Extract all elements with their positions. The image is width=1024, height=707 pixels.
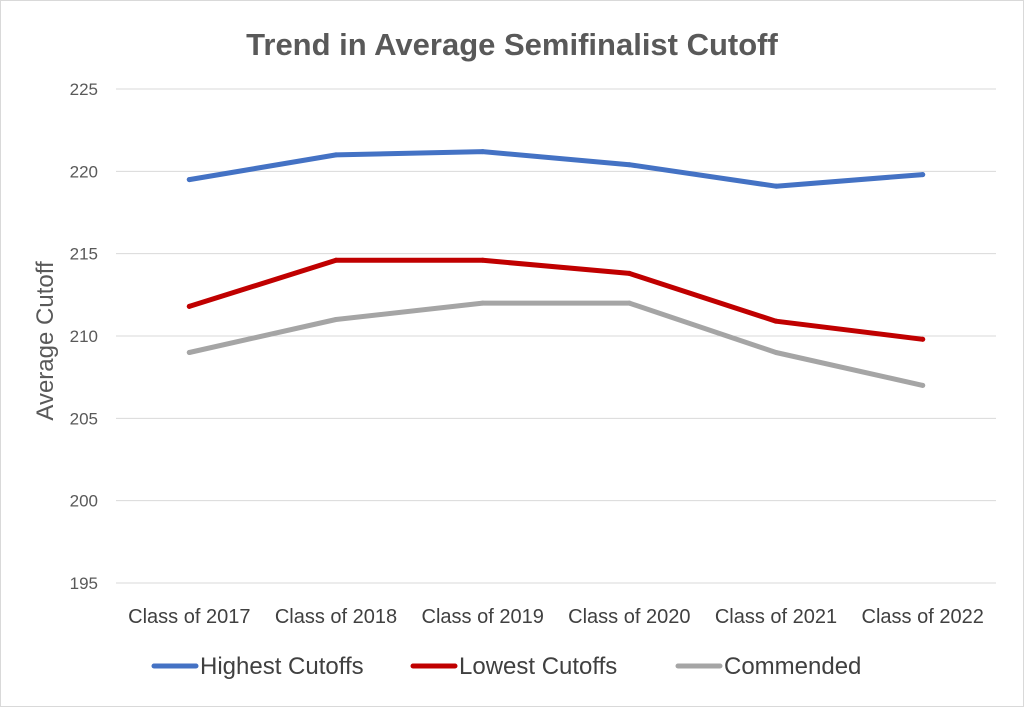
y-axis-ticks: 195 200 205 210 215 220 225 xyxy=(70,80,98,593)
legend-label: Commended xyxy=(724,653,861,680)
legend-item: Lowest Cutoffs xyxy=(410,653,617,680)
legend-item: Highest Cutoffs xyxy=(151,653,364,680)
y-axis-label: Average Cutoff xyxy=(32,261,59,421)
data-point xyxy=(186,303,192,309)
data-point xyxy=(920,336,926,342)
series-line-highest-cutoffs xyxy=(186,149,926,189)
data-point xyxy=(186,349,192,355)
y-tick-label: 205 xyxy=(70,409,98,428)
data-point xyxy=(920,382,926,388)
data-point xyxy=(333,257,339,263)
legend-item: Commended xyxy=(675,653,861,680)
grid-layer xyxy=(116,88,996,584)
legend-label: Lowest Cutoffs xyxy=(459,653,617,680)
y-tick-label: 210 xyxy=(70,327,98,346)
data-point xyxy=(773,318,779,324)
data-point xyxy=(480,300,486,306)
x-axis-categories: Class of 2017 Class of 2018 Class of 2019 C… xyxy=(128,606,984,628)
x-category-label: Class of 2020 xyxy=(568,606,690,628)
data-point xyxy=(333,317,339,323)
data-point xyxy=(773,349,779,355)
data-point xyxy=(773,183,779,189)
data-point xyxy=(626,270,632,276)
y-tick-label: 215 xyxy=(70,245,98,264)
x-category-label: Class of 2021 xyxy=(715,606,837,628)
data-point xyxy=(626,162,632,168)
legend: Highest Cutoffs Lowest Cutoffs Commended xyxy=(151,653,861,680)
series-line-lowest-cutoffs xyxy=(186,257,926,342)
data-point xyxy=(480,149,486,155)
series-line-commended xyxy=(186,300,926,388)
data-point xyxy=(920,172,926,178)
chart-title: Trend in Average Semifinalist Cutoff xyxy=(246,27,778,62)
legend-label: Highest Cutoffs xyxy=(200,653,364,680)
data-point xyxy=(480,257,486,263)
y-tick-label: 195 xyxy=(70,574,98,593)
data-point xyxy=(333,152,339,158)
x-category-label: Class of 2017 xyxy=(128,606,250,628)
y-tick-label: 225 xyxy=(70,80,98,99)
data-point xyxy=(186,177,192,183)
data-point xyxy=(626,300,632,306)
y-tick-label: 200 xyxy=(70,492,98,511)
x-category-label: Class of 2019 xyxy=(422,606,544,628)
x-category-label: Class of 2018 xyxy=(275,606,397,628)
series-layer xyxy=(186,149,926,388)
x-category-label: Class of 2022 xyxy=(862,606,984,628)
y-tick-label: 220 xyxy=(70,162,98,181)
